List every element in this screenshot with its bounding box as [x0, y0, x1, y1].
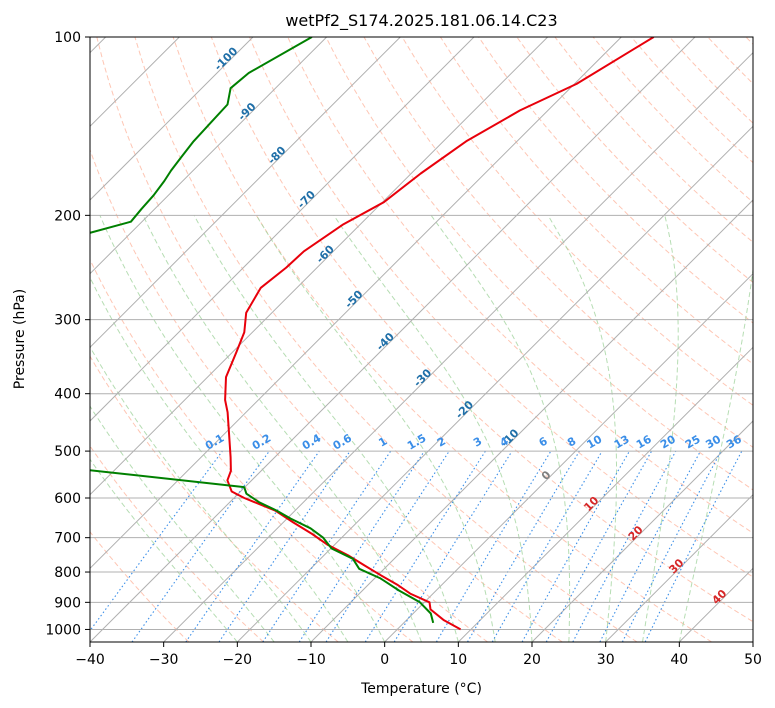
moist-adiabat-line: [642, 215, 679, 642]
dry-adiabat-line: [325, 37, 753, 491]
mixing-ratio-line: [185, 450, 320, 642]
x-tick-label: −40: [75, 652, 105, 668]
mixing-ratio-line: [393, 450, 513, 642]
y-tick-label: 600: [54, 491, 81, 507]
y-tick-label: 800: [54, 565, 81, 581]
y-tick-label: 900: [54, 595, 81, 611]
isotherm-line: [310, 199, 753, 642]
x-tick-label: −20: [223, 652, 253, 668]
moist-adiabat-line: [193, 215, 459, 642]
x-tick-label: 40: [670, 652, 688, 668]
y-tick-label: 400: [54, 387, 81, 403]
chart-title: wetPf2_S174.2025.181.06.14.C23: [285, 11, 557, 31]
mixing-ratio-line: [131, 450, 270, 642]
moist-adiabat-line: [99, 215, 386, 642]
y-tick-label: 100: [54, 30, 81, 46]
x-tick-label: −10: [296, 652, 326, 668]
isotherm-line: [90, 37, 254, 201]
dry-adiabat-line: [210, 37, 753, 623]
dry-adiabat-line: [90, 148, 488, 642]
moist-adiabat-line: [142, 215, 422, 642]
dry-adiabat-line: [401, 37, 753, 406]
dry-adiabat-line: [96, 37, 563, 642]
mixing-ratio-line: [644, 450, 743, 642]
isotherm-line: [457, 346, 753, 642]
dewpoint-profile-line: [90, 37, 435, 624]
dry-adiabat-line: [439, 37, 753, 365]
dry-adiabat-line: [90, 531, 190, 642]
moist-adiabat-line: [547, 215, 617, 642]
isotherm-line: [384, 272, 753, 642]
thermo-background-lines: [90, 37, 753, 642]
x-tick-label: 10: [449, 652, 467, 668]
x-tick-label: −30: [149, 652, 179, 668]
moist-adiabat-line: [255, 215, 496, 642]
mixing-ratio-line: [218, 450, 351, 642]
isotherm-line: [236, 125, 753, 642]
y-tick-label: 700: [54, 531, 81, 547]
mixing-ratio-line: [572, 450, 677, 642]
moist-adiabat-line: [430, 215, 571, 642]
isotherm-line: [163, 51, 753, 642]
x-tick-label: 0: [380, 652, 389, 668]
mixing-ratio-line: [521, 450, 630, 642]
isotherm-line: [605, 493, 753, 642]
x-axis-label: Temperature (°C): [360, 681, 482, 697]
dry-adiabat-line: [90, 445, 264, 642]
mixing-ratio-line: [325, 450, 450, 642]
isotherm-line: [90, 37, 622, 570]
y-tick-label: 500: [54, 444, 81, 460]
moist-adiabat-line: [90, 345, 312, 642]
dry-adiabat-line: [249, 37, 753, 578]
y-axis-label: Pressure (hPa): [12, 289, 28, 389]
isotherm-line: [531, 420, 753, 642]
plot-frame: [89, 36, 754, 643]
isotherm-line: [90, 37, 549, 496]
x-tick-label: 50: [744, 652, 762, 668]
y-tick-label: 1000: [45, 622, 81, 638]
isotherm-line: [90, 37, 696, 642]
moist-adiabat-line: [90, 458, 238, 642]
isotherm-line: [90, 37, 328, 275]
dry-adiabat-line: [172, 37, 712, 642]
y-tick-label: 300: [54, 313, 81, 329]
dry-adiabat-line: [134, 37, 638, 642]
y-tick-label: 200: [54, 208, 81, 224]
mixing-ratio-line: [298, 450, 425, 642]
mixing-ratio-line: [262, 450, 392, 642]
x-tick-label: 30: [597, 652, 615, 668]
mixing-ratio-line: [545, 450, 653, 642]
moist-adiabat-line: [678, 265, 753, 642]
axis-ticks: −40 −30 −20 −10 0 10 20 30 40 50 100 200 300 400 500 60…: [45, 30, 762, 668]
dry-adiabat-line: [90, 355, 339, 642]
profile-series: [90, 37, 655, 631]
mixing-ratio-line: [90, 450, 223, 632]
pressure-gridlines: [90, 37, 753, 630]
temperature-profile-line: [224, 37, 655, 631]
x-tick-label: 20: [523, 652, 541, 668]
isotherm-line: [90, 37, 475, 422]
isotherm-line: [90, 37, 401, 349]
